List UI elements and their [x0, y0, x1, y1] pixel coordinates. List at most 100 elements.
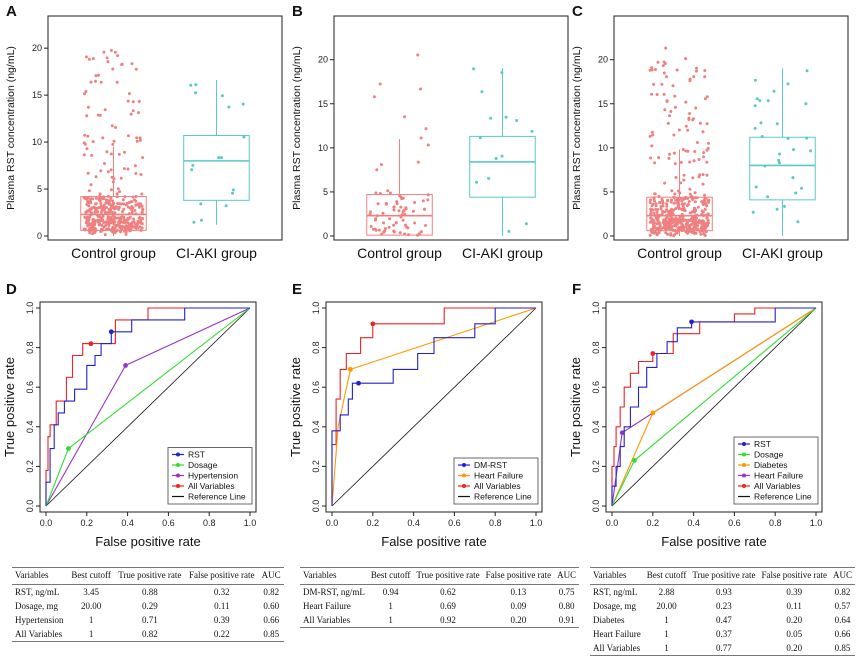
data-point — [118, 190, 122, 194]
data-point — [114, 126, 117, 129]
category-label: CI-AKI group — [462, 245, 543, 261]
data-point — [794, 191, 798, 195]
data-point — [665, 75, 668, 79]
y-tick-label: 0.6 — [311, 381, 321, 394]
data-point — [650, 130, 654, 134]
y-tick-label: 1.0 — [25, 302, 35, 315]
data-point — [695, 69, 698, 73]
data-point — [650, 92, 654, 96]
table-header: Best cutoff — [367, 567, 414, 585]
table-cell: 0.85 — [829, 641, 855, 656]
data-point — [121, 198, 125, 202]
y-tick-label: 0.4 — [25, 421, 35, 434]
data-point — [89, 207, 93, 211]
data-point — [129, 228, 133, 232]
table-row: Dosage, mg 20.00 0.23 0.11 0.57 — [590, 599, 855, 613]
data-point — [682, 219, 686, 223]
y-tick-label: 0.4 — [311, 421, 321, 434]
data-point — [656, 208, 660, 211]
x-tick-label: 0.8 — [203, 518, 216, 528]
data-point — [130, 210, 134, 214]
data-point — [129, 112, 133, 116]
legend-marker — [462, 463, 466, 467]
data-point — [424, 224, 427, 227]
table-cell: 0.66 — [834, 629, 851, 639]
data-point — [112, 222, 116, 226]
data-point — [101, 136, 105, 140]
data-point — [123, 150, 126, 154]
data-point — [190, 168, 194, 172]
data-point — [224, 204, 228, 208]
table-header: AUC — [258, 567, 284, 585]
data-point — [475, 180, 478, 184]
data-point — [688, 225, 691, 229]
cutoff-marker — [650, 410, 656, 416]
data-point — [703, 75, 707, 79]
y-tick-label: 10 — [318, 143, 328, 153]
data-point — [419, 87, 423, 91]
data-point — [688, 211, 692, 215]
legend-marker — [176, 463, 180, 467]
data-point — [673, 192, 677, 196]
data-point — [398, 194, 402, 198]
data-point — [134, 203, 138, 207]
y-tick-label: 20 — [318, 55, 328, 65]
data-point — [87, 57, 91, 61]
data-point — [217, 156, 221, 160]
legend-entry: Hypertension — [188, 471, 238, 481]
data-point — [413, 221, 417, 225]
table-cell: 1 — [88, 615, 94, 625]
data-point — [100, 216, 104, 220]
data-point — [680, 212, 684, 216]
data-point — [378, 82, 382, 86]
data-point — [140, 204, 144, 208]
data-point — [703, 193, 706, 197]
data-point — [751, 210, 755, 214]
data-point — [796, 220, 800, 224]
data-point — [704, 196, 708, 200]
data-point — [753, 104, 757, 108]
data-point — [655, 233, 659, 237]
y-tick-label: 5 — [323, 187, 328, 197]
data-point — [84, 90, 88, 93]
data-point — [138, 136, 142, 140]
data-point — [136, 222, 140, 226]
y-axis-label: Plasma RST concentration (ng/mL) — [291, 46, 303, 210]
data-point — [704, 226, 708, 229]
data-point — [507, 229, 511, 233]
table-cell: 0.71 — [141, 615, 158, 625]
data-point — [419, 230, 423, 234]
plot-frame — [39, 301, 257, 513]
data-point — [94, 202, 98, 206]
data-point — [792, 148, 795, 152]
x-axis-label: False positive rate — [381, 534, 487, 549]
y-tick-label: 0.8 — [311, 341, 321, 354]
data-point — [127, 212, 131, 216]
y-tick-label: 20 — [598, 55, 608, 65]
box-iqr — [749, 136, 816, 201]
data-point — [122, 207, 126, 211]
data-point — [651, 133, 655, 137]
data-point — [404, 207, 408, 211]
table-cell: 0.20 — [758, 641, 830, 656]
data-point — [83, 215, 87, 219]
y-tick-label: 0.8 — [25, 341, 35, 354]
data-point — [672, 201, 676, 205]
data-point — [677, 128, 681, 132]
data-point — [134, 195, 138, 198]
data-point — [667, 217, 671, 221]
data-point — [693, 208, 697, 212]
data-point — [661, 221, 665, 224]
data-point — [115, 192, 119, 196]
data-point — [662, 71, 666, 75]
data-point — [376, 202, 380, 206]
data-point — [676, 204, 680, 208]
data-point — [679, 160, 683, 164]
data-point — [110, 124, 114, 128]
data-point — [703, 69, 707, 72]
data-point — [693, 231, 697, 235]
data-point — [704, 222, 708, 226]
data-point — [688, 192, 692, 196]
legend-marker — [742, 463, 746, 467]
data-point — [105, 150, 109, 154]
